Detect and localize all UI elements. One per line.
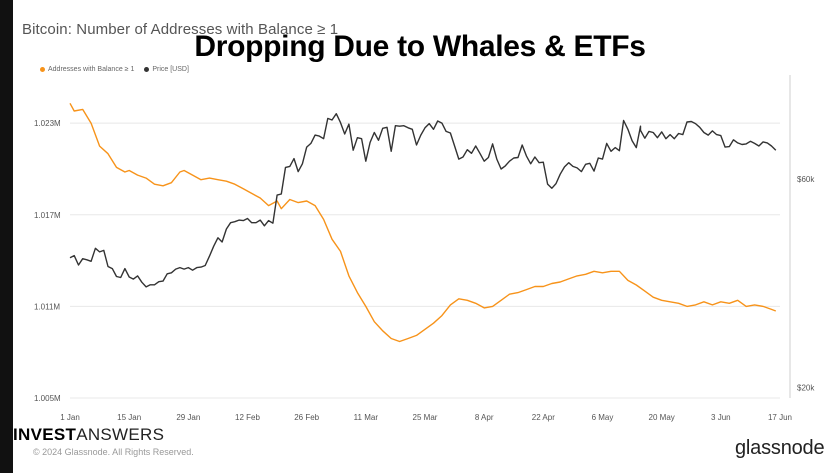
left-edge-bar	[0, 0, 13, 473]
x-tick-label: 12 Feb	[235, 413, 260, 422]
y-right-tick-label: $60k	[797, 175, 815, 184]
y-left-tick-label: 1.017M	[34, 211, 61, 220]
x-tick-label: 29 Jan	[176, 413, 200, 422]
chart-subtitle: Bitcoin: Number of Addresses with Balanc…	[22, 21, 339, 38]
x-tick-label: 15 Jan	[117, 413, 141, 422]
y-left-tick-label: 1.005M	[34, 394, 61, 403]
investanswers-logo: INVESTANSWERS	[13, 425, 164, 445]
legend-label-price: Price [USD]	[152, 66, 189, 73]
x-tick-label: 26 Feb	[294, 413, 319, 422]
legend-item-price[interactable]: Price [USD]	[144, 66, 189, 73]
x-tick-label: 25 Mar	[413, 413, 438, 422]
brand-regular: ANSWERS	[76, 425, 165, 444]
y-right-tick-label: $20k	[797, 384, 815, 393]
legend-item-addresses[interactable]: Addresses with Balance ≥ 1	[40, 66, 134, 73]
brand-bold: INVEST	[13, 425, 77, 444]
x-tick-label: 3 Jun	[711, 413, 731, 422]
x-tick-label: 6 May	[592, 413, 614, 422]
x-tick-label: 1 Jan	[60, 413, 80, 422]
x-tick-label: 22 Apr	[532, 413, 555, 422]
legend-label-addresses: Addresses with Balance ≥ 1	[48, 66, 135, 73]
glassnode-logo: glassnode	[735, 437, 825, 459]
series-line-addresses	[69, 102, 777, 343]
legend-dot-addresses	[40, 67, 45, 72]
y-left-tick-label: 1.011M	[34, 302, 60, 311]
x-tick-label: 17 Jun	[768, 413, 792, 422]
x-tick-label: 8 Apr	[475, 413, 494, 422]
overlay-title: Dropping Due to Whales & ETFs	[194, 30, 646, 63]
y-left-tick-label: 1.023M	[34, 119, 61, 128]
x-tick-label: 20 May	[649, 413, 675, 422]
series-line-price	[69, 112, 777, 288]
x-tick-label: 11 Mar	[354, 413, 379, 422]
chart-legend: Addresses with Balance ≥ 1 Price [USD]	[40, 66, 189, 73]
copyright-text: © 2024 Glassnode. All Rights Reserved.	[33, 447, 194, 457]
legend-dot-price	[144, 67, 150, 72]
